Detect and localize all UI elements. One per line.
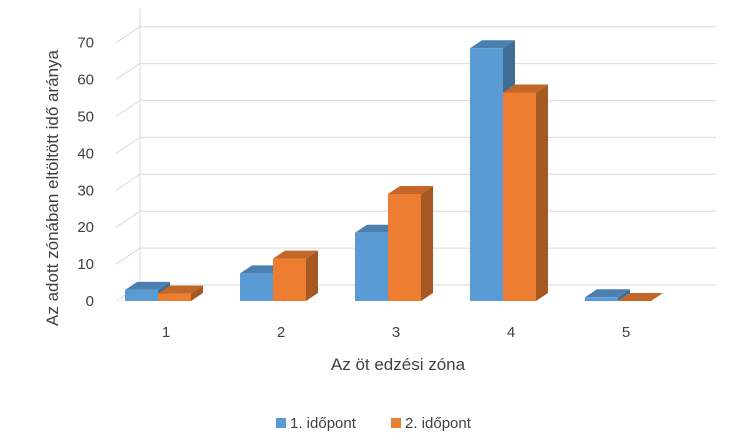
bar-side: [306, 250, 318, 301]
bar-2-3: [388, 185, 433, 301]
gridline-side: [115, 173, 141, 191]
bar-side: [191, 285, 203, 301]
bar-front: [585, 297, 618, 301]
x-axis-ticks: 1 2 3 4 5: [162, 324, 630, 341]
y-tick-label: 50: [77, 109, 94, 126]
bar-top: [125, 281, 170, 290]
bar-front: [503, 92, 536, 301]
y-tick-label: 70: [77, 35, 94, 52]
y-tick-label: 20: [77, 219, 94, 236]
bar-front: [240, 273, 273, 301]
bar-top: [585, 289, 630, 298]
gridline-side: [115, 26, 141, 44]
bars: [125, 40, 663, 302]
bar-top: [273, 250, 318, 259]
x-tick-label: 5: [622, 324, 630, 341]
legend-label: 2. időpont: [405, 415, 472, 432]
x-tick-label: 3: [392, 324, 400, 341]
legend-swatch: [391, 418, 401, 428]
bar-top: [618, 293, 663, 301]
y-tick-label: 40: [77, 145, 94, 162]
y-tick-label: 10: [77, 256, 94, 273]
bar-front: [125, 289, 158, 301]
bar-front: [273, 258, 306, 301]
gridline-side: [115, 136, 141, 154]
bar-2-5: [618, 293, 663, 302]
bar-side: [536, 84, 548, 301]
bar-1-5: [585, 289, 630, 301]
y-axis-title: Az adott zónában eltöltött idő aránya: [43, 49, 62, 326]
bar-2-2: [273, 250, 318, 301]
bar-front: [158, 293, 191, 301]
bar-top: [388, 185, 433, 194]
bar-2-4: [503, 84, 548, 301]
legend: 1. időpont 2. időpont: [276, 415, 472, 432]
bar-front: [470, 48, 503, 301]
y-axis-ticks: 0 10 20 30 40 50 60 70: [77, 35, 94, 310]
gridline-side: [115, 100, 141, 117]
legend-swatch: [276, 418, 286, 428]
x-tick-label: 1: [162, 324, 170, 341]
y-tick-label: 30: [77, 182, 94, 199]
x-tick-label: 2: [277, 324, 285, 341]
bar-side: [618, 289, 630, 301]
legend-label: 1. időpont: [290, 415, 357, 432]
bar-2-1: [158, 285, 203, 301]
bar-top: [470, 40, 515, 49]
bar-front: [355, 232, 388, 301]
gridline-side: [115, 210, 141, 228]
y-tick-label: 60: [77, 72, 94, 89]
bar-top: [503, 84, 548, 93]
bar-side: [421, 185, 433, 301]
bar-top: [158, 285, 203, 294]
gridline-side: [115, 247, 141, 265]
bar-front: [388, 193, 421, 301]
x-tick-label: 4: [507, 324, 515, 341]
x-axis-title: Az öt edzési zóna: [331, 355, 466, 374]
gridline-side: [115, 63, 141, 81]
y-tick-label: 0: [86, 293, 94, 310]
